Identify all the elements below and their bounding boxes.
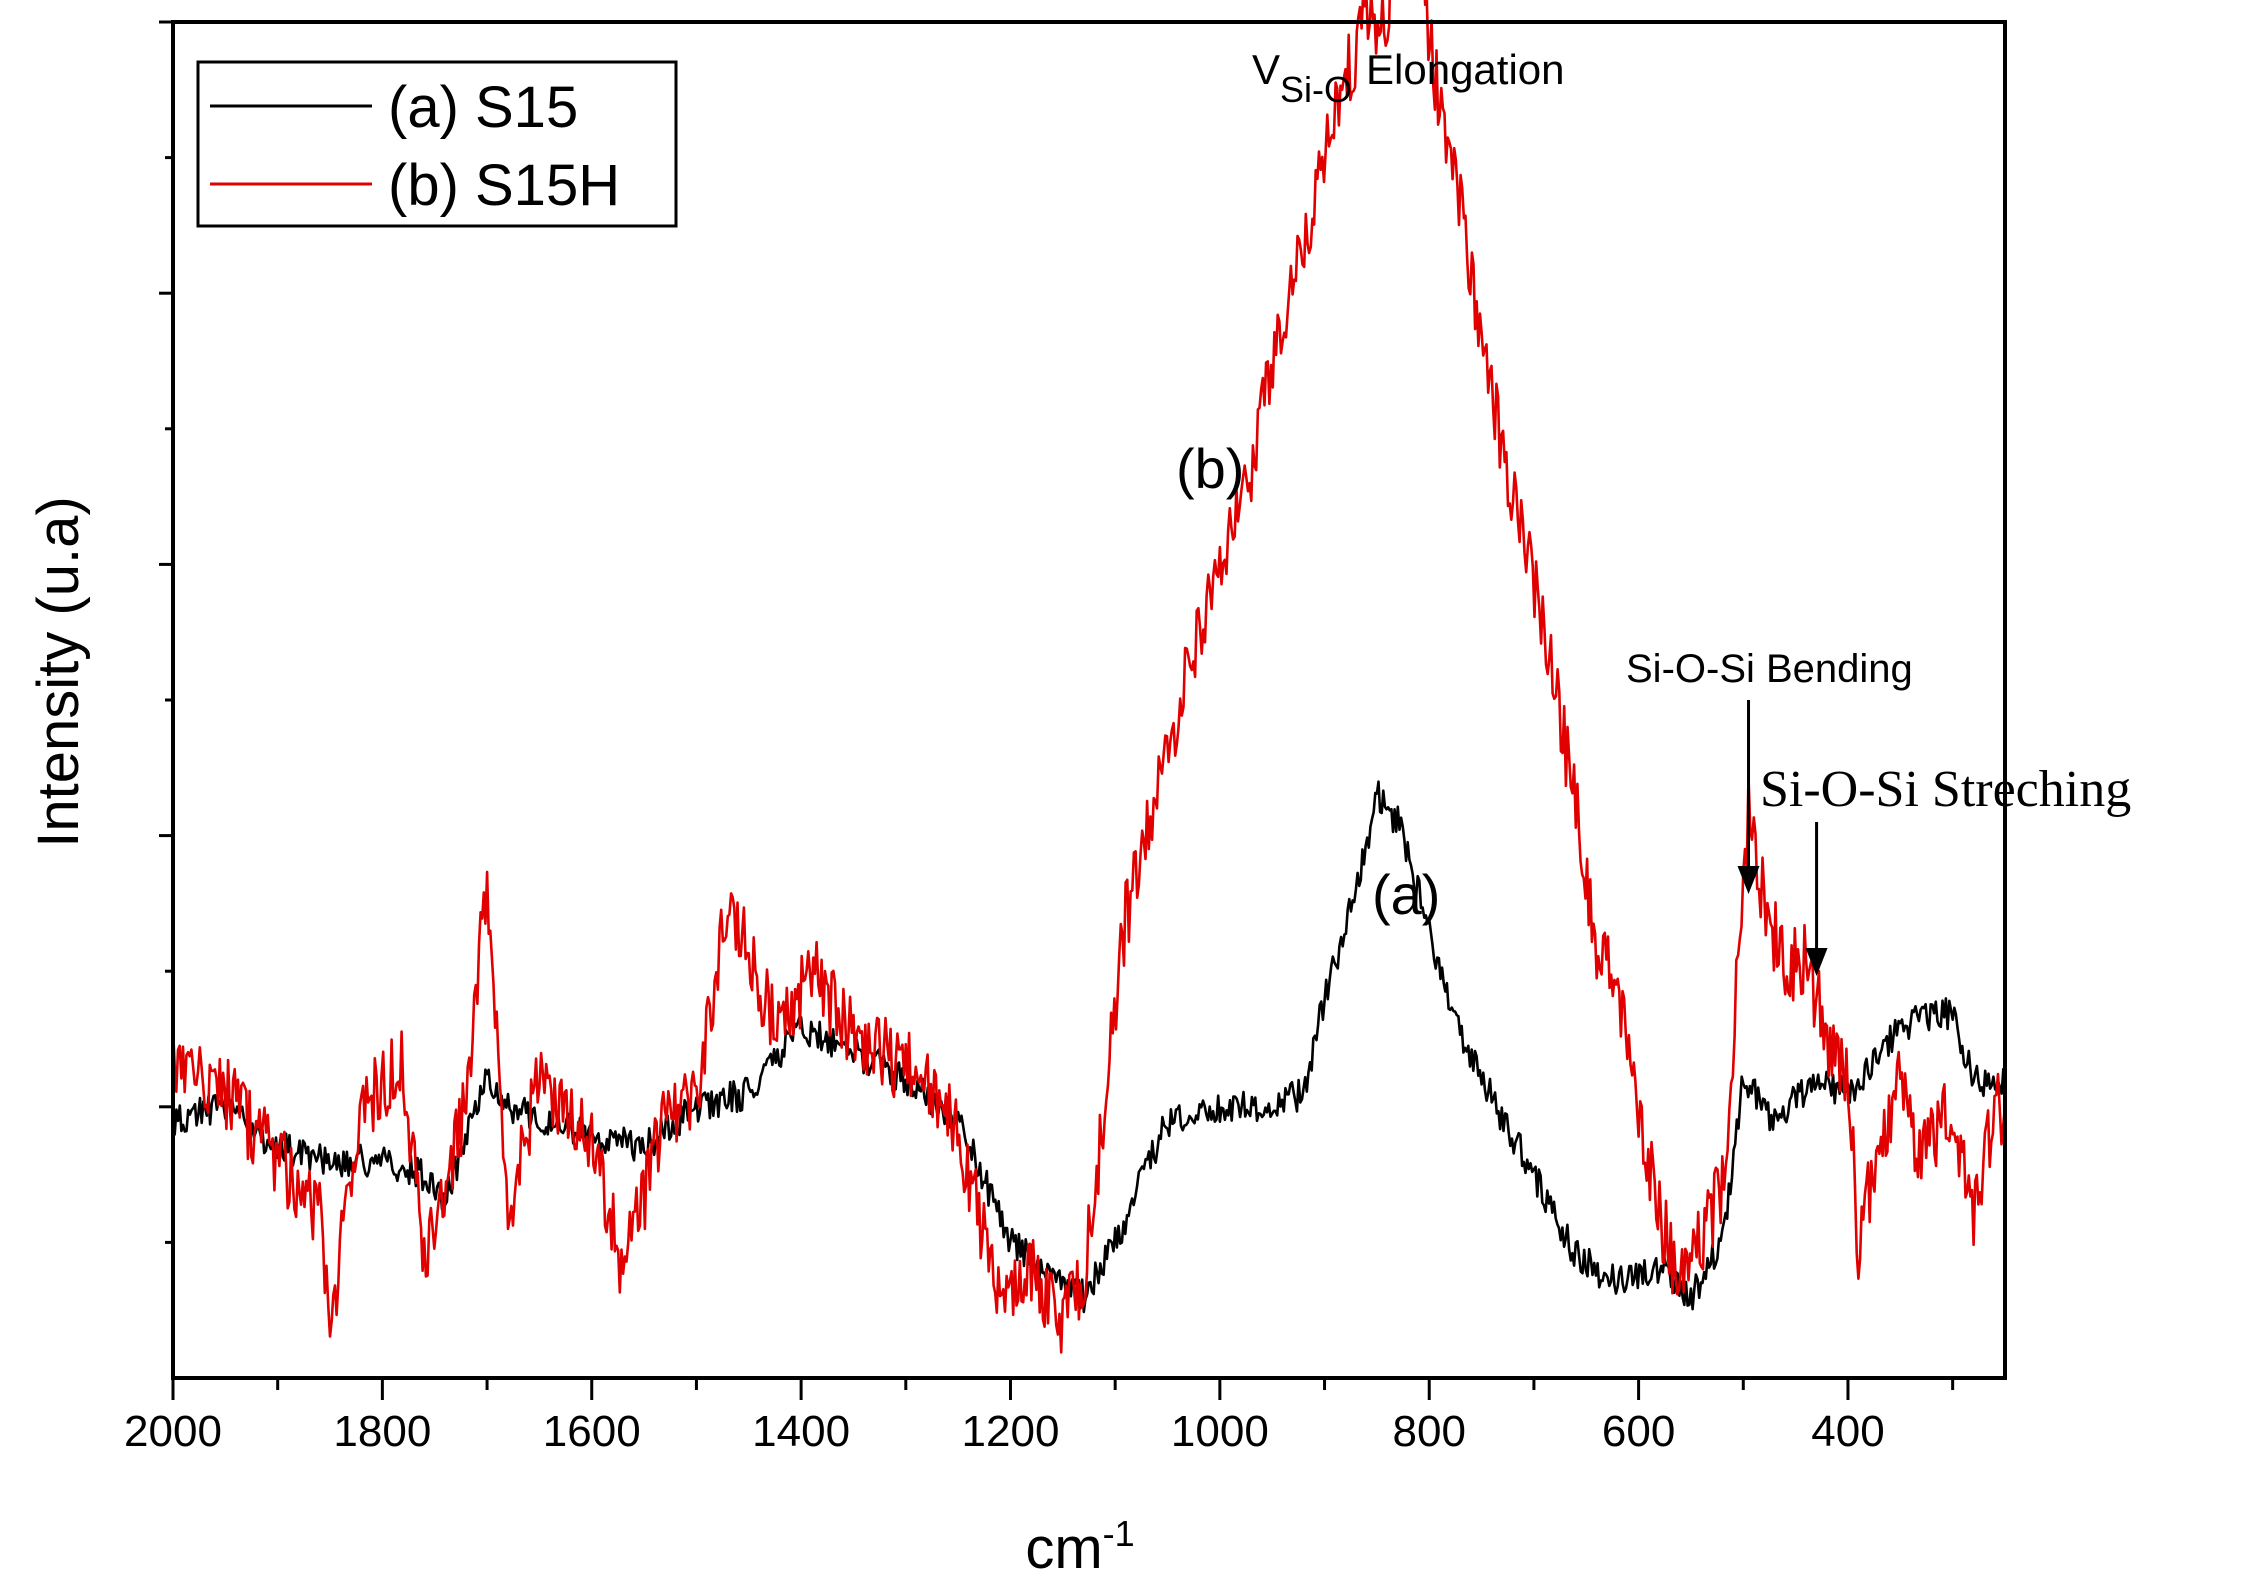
legend-label-b: (b) S15H <box>388 153 620 218</box>
streching-arrow-head <box>1805 948 1828 976</box>
peak-symbol: V <box>1252 46 1280 93</box>
x-tick-label-1000: 1000 <box>1171 1407 1269 1456</box>
peak-subscript: Si-O <box>1280 69 1352 110</box>
x-tick-label-400: 400 <box>1811 1407 1884 1456</box>
x-tick-label-600: 600 <box>1602 1407 1675 1456</box>
bending-arrow-head <box>1737 866 1760 894</box>
x-tick-label-1600: 1600 <box>543 1407 641 1456</box>
legend: (a) S15 (b) S15H <box>196 60 678 228</box>
y-axis-title: Intensity (u.a) <box>26 496 91 847</box>
curve-label-b: (b) <box>1176 437 1244 500</box>
y-axis-ticks <box>159 20 173 1244</box>
legend-box <box>196 60 678 228</box>
streching-label: Si-O-Si Streching <box>1760 761 2131 818</box>
peak-annotation: VSi-O Elongation <box>1252 46 1565 110</box>
peak-text: Elongation <box>1366 46 1565 93</box>
curve-label-a: (a) <box>1372 863 1440 926</box>
series-line-b <box>171 0 2007 1354</box>
x-tick-label-1200: 1200 <box>962 1407 1060 1456</box>
series-line-a <box>171 780 2007 1314</box>
x-tick-label-800: 800 <box>1393 1407 1466 1456</box>
annotation-arrows <box>1737 700 1828 976</box>
x-axis-title-superscript: -1 <box>1103 1513 1135 1554</box>
x-axis-ticks: 2000 1800 1600 1400 1200 1000 800 600 400 <box>124 1378 1955 1456</box>
legend-label-a: (a) S15 <box>388 75 578 140</box>
x-axis-title-main: cm <box>1025 1516 1102 1581</box>
bending-label: Si-O-Si Bending <box>1626 647 1913 691</box>
plot-background <box>173 22 2005 1378</box>
x-tick-label-2000: 2000 <box>124 1407 222 1456</box>
series-layer <box>171 0 2007 1354</box>
x-tick-label-1400: 1400 <box>752 1407 850 1456</box>
x-tick-label-1800: 1800 <box>333 1407 431 1456</box>
x-axis-title: cm-1 <box>1025 1513 1134 1581</box>
